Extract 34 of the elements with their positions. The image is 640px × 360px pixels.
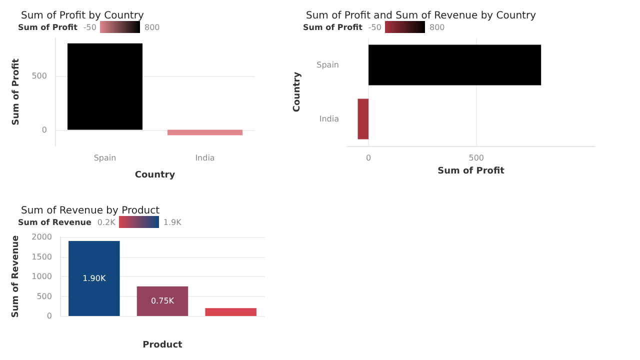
text: 0.2K: [97, 218, 116, 226]
text: 800: [429, 22, 445, 32]
y-tick-label: 1000: [32, 272, 52, 281]
x-axis-title: Sum of Profit: [438, 166, 506, 176]
bar: [205, 308, 256, 316]
data-label: 1.90K: [82, 274, 106, 283]
color-bar-title: Sum of Profit: [303, 22, 362, 32]
x-tick-label: 0: [366, 154, 372, 162]
x-axis-title: Product: [142, 340, 184, 350]
x-tick-label: India: [195, 154, 215, 162]
data-label: 0.75K: [150, 296, 175, 306]
y-tick-label: 2000: [32, 232, 52, 242]
text: 800: [144, 22, 160, 32]
y-tick-label: 1500: [32, 252, 52, 262]
y-tick-label: 0: [42, 125, 47, 134]
chart-title: Sum of Profit and Sum of Revenue by Country: [306, 10, 536, 22]
x-axis-title: Country: [134, 170, 176, 180]
y-tick-label: 0: [46, 312, 52, 320]
chart-title: Sum of Profit by Country: [21, 10, 144, 22]
bar: [68, 240, 120, 316]
y-tick-label: 500: [36, 292, 52, 301]
color-bar-title: Sum of Profit: [18, 22, 78, 32]
text: -50: [368, 22, 382, 32]
x-tick-label: Spain: [94, 154, 116, 162]
y-axis-title: Sum of Profit: [11, 58, 22, 126]
text: -50: [83, 22, 96, 32]
text: 1.9K: [163, 218, 182, 226]
chart-title: Sum of Revenue by Product: [21, 206, 160, 216]
y-tick-label: 500: [32, 71, 47, 80]
color-bar-title: Sum of Revenue: [18, 218, 92, 226]
y-axis-title: Sum of Revenue: [11, 235, 22, 318]
x-tick-label: 500: [468, 154, 484, 162]
bar: [136, 286, 188, 316]
y-axis-title: Country: [292, 72, 302, 112]
